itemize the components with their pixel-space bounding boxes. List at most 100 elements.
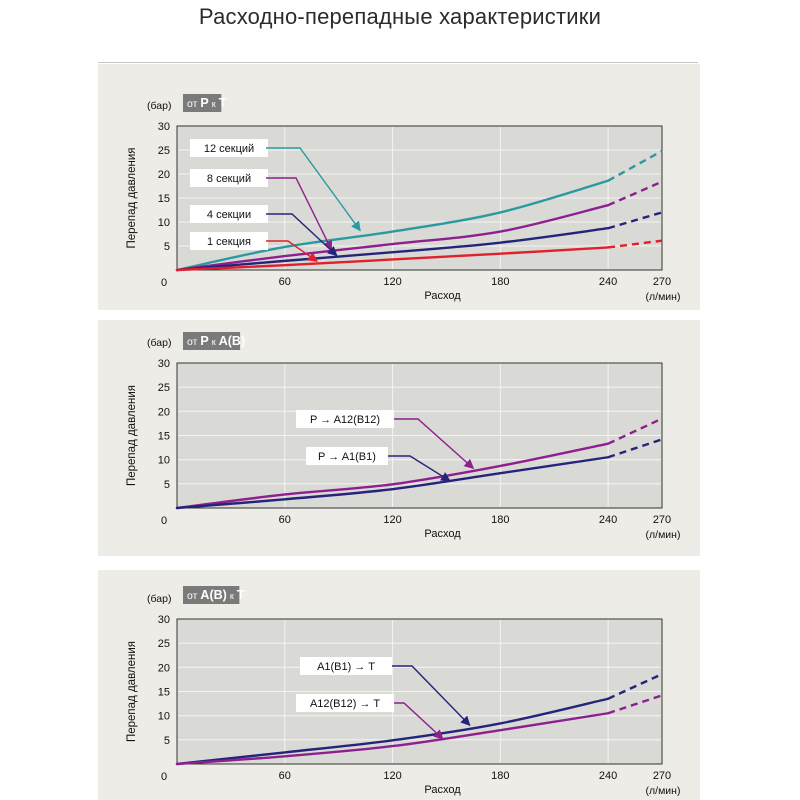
- x-tick-label: 180: [491, 770, 509, 782]
- x-tick-label: 60: [279, 276, 291, 288]
- origin-label: 0: [161, 277, 167, 289]
- badge-from: P: [200, 96, 208, 110]
- chart-panel-3: 60 120 180 240 270 5 10 15 20 25 30 0 (бар) Перепад д…: [98, 570, 700, 800]
- series-label-box: [190, 232, 268, 250]
- series-label: A12(B12) → T: [296, 694, 444, 740]
- x-axis-unit: (л/мин): [646, 529, 681, 541]
- x-axis-label: Расход: [424, 528, 461, 540]
- y-tick-label: 30: [158, 614, 170, 626]
- y-axis-unit: (бар): [147, 100, 171, 112]
- series-4: 1 секция: [175, 232, 663, 272]
- series-line-extrapolated: [607, 438, 663, 459]
- series-label: 1 секция: [190, 232, 318, 262]
- y-tick-label: 15: [158, 193, 170, 205]
- series-label-box: [296, 410, 394, 428]
- x-tick-label: 270: [653, 770, 671, 782]
- series-label-box: [190, 169, 268, 187]
- y-axis-label: Перепад давления: [126, 641, 138, 742]
- series-1: P → A12(B12): [175, 410, 663, 510]
- series-line-extrapolated: [607, 149, 663, 182]
- top-divider: [98, 62, 698, 63]
- series-line-extrapolated: [607, 673, 663, 700]
- chart-panel-1: 60 120 180 240 270 5 10 15 20 25 30 0 (бар) Перепад д…: [98, 64, 700, 310]
- origin-label: 0: [161, 771, 167, 783]
- badge-mid: к: [212, 337, 216, 347]
- y-tick-label: 5: [164, 241, 170, 253]
- y-tick-label: 10: [158, 217, 170, 229]
- y-tick-label: 25: [158, 638, 170, 650]
- badge-background: [183, 332, 241, 350]
- x-axis-label: Расход: [424, 290, 461, 302]
- series-line-extrapolated: [607, 211, 663, 230]
- y-tick-label: 15: [158, 687, 170, 699]
- badge-to: T: [219, 96, 227, 110]
- series-leader-arrow: [392, 665, 471, 727]
- x-tick-label: 240: [599, 770, 617, 782]
- y-tick-label: 20: [158, 406, 170, 418]
- y-tick-label: 10: [158, 455, 170, 467]
- badge-prefix: от: [187, 98, 198, 110]
- series-label: P → A12(B12): [296, 410, 475, 470]
- y-tick-label: 15: [158, 431, 170, 443]
- x-tick-label: 240: [599, 276, 617, 288]
- series-1: 12 секций: [175, 139, 663, 272]
- x-axis-unit: (л/мин): [646, 785, 681, 797]
- y-tick-label: 20: [158, 169, 170, 181]
- series-line-extrapolated: [607, 239, 663, 249]
- series-label-text: 1 секция: [207, 236, 251, 248]
- series-3: 4 секции: [175, 205, 663, 272]
- y-axis-label: Перепад давления: [126, 147, 138, 248]
- y-axis-label: Перепад давления: [126, 385, 138, 486]
- y-tick-label: 30: [158, 358, 170, 370]
- badge-background: [183, 94, 222, 112]
- x-axis-unit: (л/мин): [646, 291, 681, 303]
- x-tick-label: 180: [491, 514, 509, 526]
- direction-badge: от A(B) к T: [183, 586, 245, 604]
- x-tick-label: 60: [279, 514, 291, 526]
- series-label-text: 12 секций: [204, 143, 254, 155]
- series-label-text: A1(B1) → T: [317, 661, 375, 673]
- y-axis-unit: (бар): [147, 337, 171, 349]
- series-label-text: 8 секций: [207, 173, 251, 185]
- x-axis-label: Расход: [424, 784, 461, 796]
- origin-label: 0: [161, 515, 167, 527]
- series-leader-arrow: [394, 418, 475, 470]
- series-label: A1(B1) → T: [300, 657, 471, 727]
- y-axis-unit: (бар): [147, 593, 171, 605]
- x-tick-label: 120: [383, 514, 401, 526]
- badge-mid: к: [230, 591, 234, 601]
- series-line-extrapolated: [607, 180, 663, 207]
- x-tick-label: 120: [383, 770, 401, 782]
- series-label: 12 секций: [190, 139, 361, 232]
- series-line-extrapolated: [607, 694, 663, 715]
- series-label-box: [190, 205, 268, 223]
- badge-to: T: [237, 588, 245, 602]
- series-label-text: A12(B12) → T: [310, 698, 380, 710]
- x-tick-label: 120: [383, 276, 401, 288]
- badge-to: A(B): [219, 334, 245, 348]
- series-leader-arrow: [266, 213, 338, 257]
- series-line-extrapolated: [607, 417, 663, 445]
- x-tick-label: 60: [279, 770, 291, 782]
- page-title: Расходно-перепадные характеристики: [198, 4, 602, 29]
- y-tick-label: 10: [158, 711, 170, 723]
- series-leader-arrow: [266, 177, 333, 251]
- x-tick-label: 270: [653, 514, 671, 526]
- series-1: A1(B1) → T: [175, 657, 663, 766]
- series-leader-arrow: [388, 455, 451, 482]
- series-label-box: [296, 694, 394, 712]
- series-label: P → A1(B1): [306, 447, 451, 482]
- y-tick-label: 5: [164, 735, 170, 747]
- badge-text: от A(B) к T: [187, 588, 245, 602]
- badge-background: [183, 586, 240, 604]
- series-2: P → A1(B1): [175, 438, 663, 510]
- series-label-box: [190, 139, 268, 157]
- series-label: 8 секций: [190, 169, 333, 251]
- y-tick-label: 5: [164, 479, 170, 491]
- chart-panel-2: 60 120 180 240 270 5 10 15 20 25 30 0 (бар) Перепад д…: [98, 320, 700, 556]
